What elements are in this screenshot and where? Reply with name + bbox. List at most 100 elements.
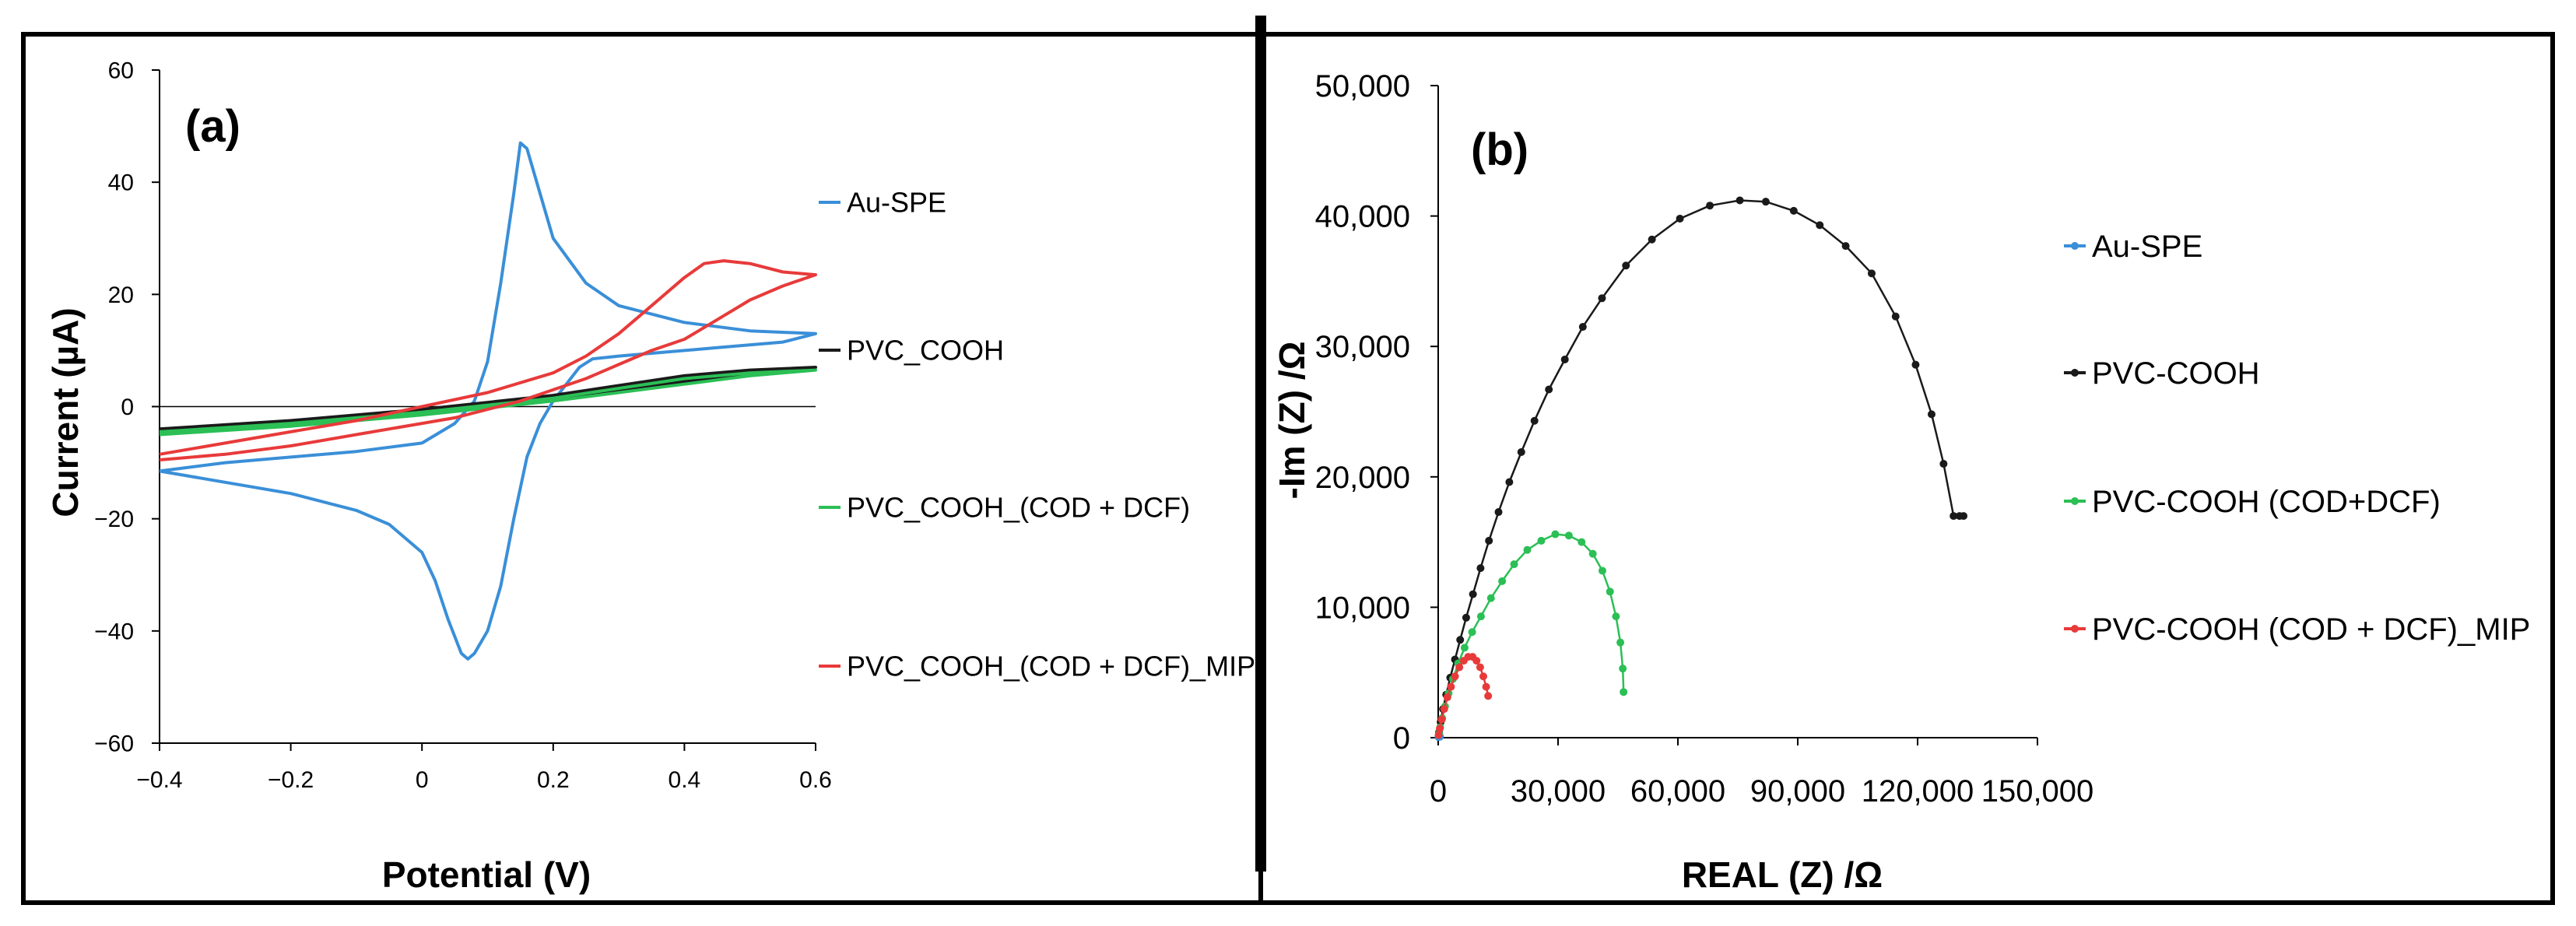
chart-b-legend-label-3: PVC-COOH (COD+DCF): [2092, 485, 2441, 519]
chart-b-x-tick-label: 60,000: [1630, 774, 1725, 808]
chart-b-series-line-4: [1437, 655, 1490, 735]
chart-b-point: [1911, 360, 1920, 369]
chart-b-point: [1560, 355, 1569, 363]
chart-b-point: [1588, 549, 1597, 558]
chart-b-legend-label-2: PVC-COOH: [2092, 356, 2260, 391]
chart-b-legend-marker-3: [2071, 497, 2079, 505]
chart-b-point: [1468, 628, 1476, 637]
chart-a-legend-label-2: PVC_COOH: [847, 335, 1004, 367]
chart-a-x-tick-label: 0.6: [799, 767, 832, 793]
chart-b-x-tick-label: 150,000: [1981, 774, 2094, 808]
chart-a-legend: Au-SPE PVC_COOH PVC_COOH_(COD + DCF) PVC_CO…: [819, 187, 1255, 682]
panel-b-frame: [1258, 32, 2555, 905]
chart-b-legend-marker-4: [2071, 625, 2079, 633]
chart-b-point: [1494, 508, 1503, 517]
chart-a-x-tick-label: −0.4: [136, 767, 182, 793]
chart-b-point: [1510, 560, 1518, 569]
chart-b-axes: 0 10,000 20,000 30,000 40,000 50,000 0 30,000 60…: [1315, 69, 2094, 808]
chart-a-legend-label-1: Au-SPE: [847, 187, 946, 219]
chart-b-point: [1564, 531, 1573, 540]
chart-b-point: [1927, 410, 1936, 419]
chart-b-point: [1485, 536, 1493, 545]
chart-b-legend-marker-1: [2071, 242, 2079, 250]
chart-b-point: [1530, 416, 1539, 425]
chart-b-y-tick-label: 40,000: [1315, 200, 1410, 234]
chart-b-point: [1960, 512, 1968, 521]
chart-b-point: [1891, 312, 1900, 321]
chart-b-point: [1447, 682, 1455, 691]
chart-b-point: [1950, 512, 1958, 521]
chart-b-point: [1456, 636, 1465, 644]
chart-b-point: [1578, 538, 1586, 546]
chart-b-point: [1505, 478, 1514, 486]
chart-b-point: [1841, 242, 1850, 251]
chart-a-axes: 60 40 20 0 −20 −40 −60−0.4 −0.2 0 0.2 0.4 0.6: [94, 58, 832, 794]
chart-b-point: [1469, 590, 1477, 598]
chart-a-y-tick-label: −20: [94, 507, 134, 532]
chart-b-y-axis-label: -Im (Z) /Ω: [1272, 342, 1312, 500]
chart-b-point: [1676, 214, 1684, 223]
chart-b-point: [1598, 566, 1606, 575]
chart-b-point: [1648, 235, 1656, 244]
chart-b-series-line-3: [1437, 533, 1625, 735]
chart-b-point: [1606, 588, 1614, 596]
chart-b-point: [1578, 323, 1587, 331]
chart-b-x-tick-label: 30,000: [1511, 774, 1606, 808]
chart-a-x-tick-label: 0.2: [537, 767, 570, 793]
chart-b-point: [1789, 206, 1798, 215]
chart-b-series-line-2: [1437, 199, 1964, 733]
chart-b-point: [1482, 682, 1490, 691]
chart-b-y-tick-label: 20,000: [1315, 461, 1410, 495]
chart-a-y-tick-label: 20: [108, 282, 134, 308]
chart-b-point: [1451, 672, 1459, 681]
chart-a-y-tick-label: −60: [94, 731, 134, 757]
chart-b-point: [1476, 663, 1484, 672]
panel-a-frame: [21, 32, 1263, 905]
chart-a-legend-label-4: PVC_COOH_(COD + DCF)_MIP: [847, 651, 1255, 682]
chart-b-point: [1472, 657, 1481, 665]
chart-b-point: [1761, 198, 1770, 206]
chart-a: (a) 60 40 20 0 −20 −40 −60−0.4 −0.2 0 0.2 0.4 0.6 P…: [45, 58, 1255, 896]
chart-b-point: [1616, 638, 1625, 647]
chart-b-point: [1517, 447, 1525, 456]
chart-b-point: [1479, 672, 1488, 681]
chart-b-point: [1437, 715, 1446, 724]
chart-b-point: [1706, 202, 1714, 210]
chart-b-x-tick-label: 0: [1430, 774, 1447, 808]
chart-a-series-line-1: [159, 141, 817, 661]
chart-a-x-axis-label: Potential (V): [382, 854, 591, 895]
chart-a-series-line-4: [159, 259, 817, 461]
chart-b-legend: Au-SPE PVC-COOH PVC-COOH (COD+DCF) PVC-COOH…: [2064, 230, 2530, 647]
chart-b-point: [1939, 460, 1948, 468]
chart-b-x-tick-label: 120,000: [1862, 774, 1974, 808]
chart-b-x-tick-label: 90,000: [1750, 774, 1845, 808]
chart-b-legend-marker-2: [2071, 369, 2079, 377]
chart-a-y-axis-label: Current (µA): [45, 307, 86, 517]
panel-b-label: (b): [1471, 125, 1528, 175]
chart-a-y-tick-label: 40: [108, 170, 134, 196]
chart-b-point: [1622, 261, 1630, 270]
chart-b-point: [1434, 731, 1443, 739]
chart-b-point: [1620, 688, 1628, 696]
chart-b-point: [1598, 294, 1606, 303]
chart-b-legend-label-4: PVC-COOH (COD + DCF)_MIP: [2092, 612, 2530, 647]
chart-b-y-tick-label: 30,000: [1315, 330, 1410, 364]
chart-b: (b) 0 10,000 20,000 30,000 40,000 50,000 0 30,0…: [1272, 69, 2530, 895]
chart-b-point: [1455, 663, 1464, 672]
chart-b-point: [1476, 564, 1485, 573]
chart-a-x-tick-label: 0: [416, 767, 429, 793]
chart-b-point: [1443, 693, 1451, 702]
chart-b-point: [1462, 613, 1470, 622]
chart-a-series-line-3: [159, 368, 817, 437]
chart-b-y-tick-label: 50,000: [1315, 69, 1410, 103]
chart-b-point: [1440, 705, 1448, 714]
chart-b-point: [1735, 196, 1744, 205]
chart-b-point: [1460, 644, 1469, 652]
panel-a-label: (a): [185, 101, 240, 152]
chart-b-point: [1551, 530, 1560, 538]
chart-b-y-tick-label: 10,000: [1315, 591, 1410, 625]
chart-b-point: [1436, 724, 1444, 733]
chart-b-point: [1486, 594, 1495, 602]
chart-b-x-axis-label: REAL (Z) /Ω: [1682, 854, 1883, 895]
